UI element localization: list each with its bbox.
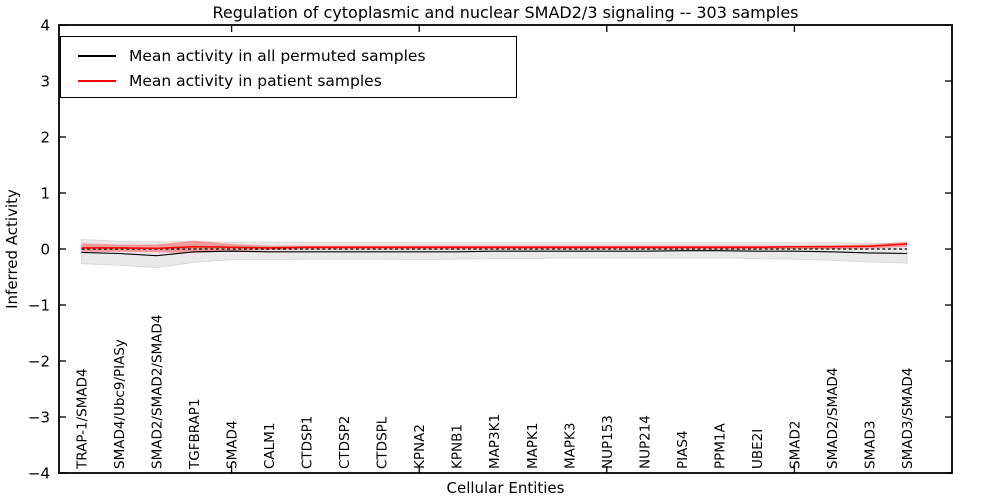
y-tick-label: −2 [28,353,50,371]
x-category-label: SMAD3 [863,421,879,469]
x-category-label: KPNB1 [450,424,466,469]
y-tick-label: 0 [40,241,50,259]
x-category-label: SMAD4/Ubc9/PIASy [112,339,128,469]
permuted-mean-line [81,250,908,257]
legend-label-patient: Mean activity in patient samples [129,71,382,90]
x-category-label: CTDSPL [375,416,391,469]
x-category-label: KPNA2 [412,424,428,469]
y-tick-label: −1 [28,297,50,315]
x-category-label: SMAD2/SMAD2/SMAD4 [150,315,166,469]
y-tick-label: 4 [40,17,50,35]
patient-line-swatch [78,79,116,82]
permuted-std-band [81,238,908,269]
x-category-label: TGFBRAP1 [187,398,203,470]
x-category-label: SMAD2 [787,421,803,469]
y-tick-label: 1 [40,185,50,203]
x-category-label: UBE2I [750,429,766,469]
x-axis-label: Cellular Entities [446,479,565,497]
x-category-label: SMAD3/SMAD4 [900,368,916,469]
y-tick-label: 3 [40,73,50,91]
y-tick-label: 2 [40,129,50,147]
x-category-label: CTDSP2 [337,416,353,469]
x-category-label: CTDSP1 [300,416,316,469]
x-category-label: MAP3K1 [487,414,503,469]
permuted-line-swatch [78,54,116,57]
x-category-label: MAPK3 [562,423,578,469]
x-category-label: PPM1A [712,422,728,469]
x-category-label: TRAP-1/SMAD4 [75,368,91,470]
legend-label-permuted: Mean activity in all permuted samples [129,46,426,65]
y-tick-label: −3 [28,409,50,427]
y-tick-label: −4 [28,465,50,483]
x-category-label: NUP214 [637,415,653,469]
legend: Mean activity in all permuted samples Me… [60,36,517,98]
chart-title: Regulation of cytoplasmic and nuclear SM… [212,3,799,22]
x-category-label: MAPK1 [525,423,541,469]
x-category-label: NUP153 [600,415,616,469]
legend-item-patient: Mean activity in patient samples [78,68,516,93]
legend-item-permuted: Mean activity in all permuted samples [78,43,516,68]
x-category-label: SMAD4 [225,421,241,469]
x-category-label: CALM1 [262,423,278,469]
x-category-label: PIAS4 [675,430,691,469]
patient-mean-line [81,243,908,250]
x-category-label: SMAD2/SMAD4 [825,368,841,469]
